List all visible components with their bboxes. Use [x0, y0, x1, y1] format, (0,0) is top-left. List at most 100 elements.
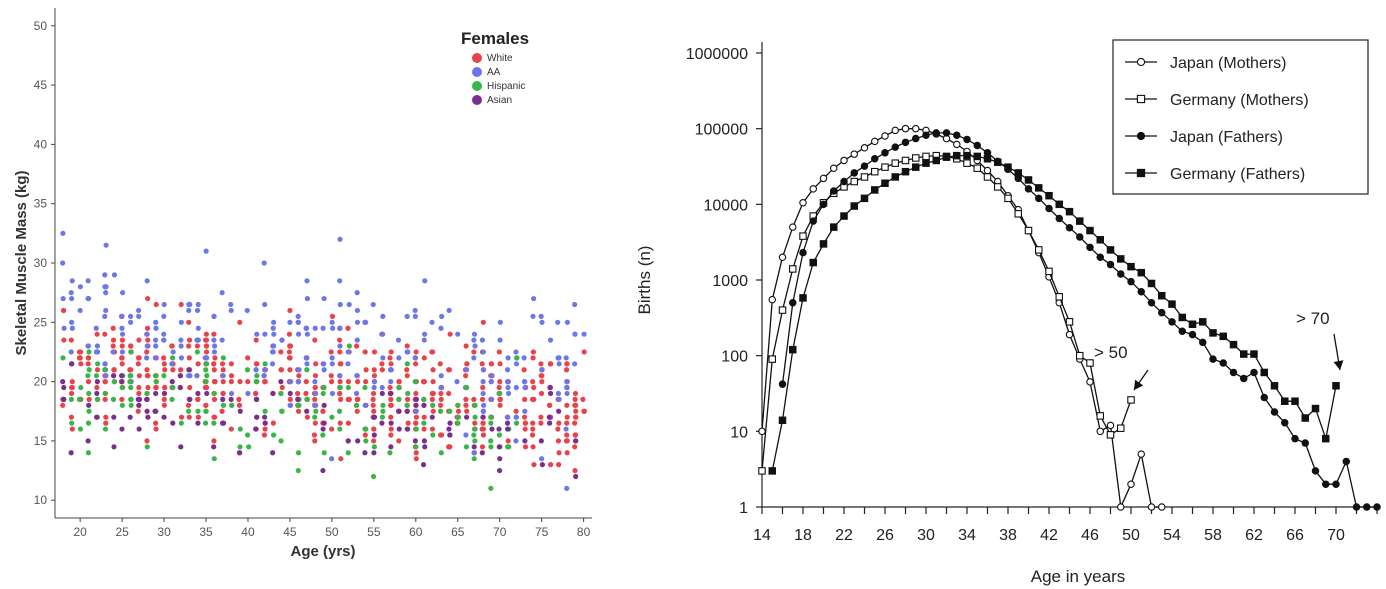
scatter-point — [170, 349, 176, 355]
scatter-point — [153, 390, 159, 397]
scatter-point — [572, 331, 578, 337]
scatter-point — [480, 367, 487, 373]
data-point — [1127, 396, 1135, 404]
scatter-point — [547, 390, 554, 397]
scatter-point — [321, 295, 327, 302]
scatter-point — [312, 414, 318, 420]
y-tick-label: 35 — [34, 197, 48, 211]
x-ticks: 14 18 22 26 30 34 38 42 46 50 54 58 62 66 70 — [753, 507, 1378, 544]
scatter-point — [354, 307, 361, 314]
data-point — [1014, 169, 1022, 177]
data-point — [1024, 185, 1033, 193]
scatter-point — [480, 408, 486, 414]
scatter-point — [161, 313, 167, 319]
legend-box — [1112, 39, 1369, 195]
data-point — [963, 135, 971, 144]
scatter-point — [304, 361, 310, 367]
scatter-point — [68, 414, 75, 420]
scatter-point — [564, 390, 570, 397]
scatter-point — [253, 390, 259, 397]
scatter-point — [312, 420, 318, 426]
data-point — [778, 380, 787, 388]
scatter-point — [463, 444, 470, 450]
data-point — [973, 164, 981, 172]
scatter-point — [102, 396, 108, 402]
scatter-point — [312, 379, 318, 385]
data-point — [1342, 457, 1351, 466]
scatter-point — [522, 396, 528, 402]
data-point — [1219, 332, 1228, 341]
scatter-point — [564, 485, 570, 491]
scatter-point — [118, 313, 125, 319]
scatter-point — [228, 379, 234, 385]
x-axis-title: Age in years — [1031, 567, 1126, 586]
scatter-point — [413, 396, 419, 402]
scatter-point — [505, 414, 511, 420]
scatter-point — [202, 384, 208, 391]
data-point — [1086, 378, 1094, 386]
data-point — [1270, 382, 1279, 390]
data-point — [973, 141, 981, 150]
scatter-point — [102, 390, 108, 397]
scatter-point — [195, 301, 201, 308]
scatter-point — [354, 290, 360, 296]
scatter-point — [405, 349, 411, 355]
scatter-point — [144, 278, 150, 284]
scatter-point — [581, 349, 587, 355]
scatter-point — [94, 331, 100, 337]
scatter-point — [328, 373, 334, 379]
scatter-point — [330, 325, 336, 331]
scatter-point — [539, 379, 545, 385]
scatter-point — [345, 438, 351, 444]
scatter-point — [279, 337, 285, 343]
scatter-point — [161, 373, 167, 379]
scatter-point — [278, 438, 284, 444]
y-axis-title: Births (n) — [635, 246, 654, 315]
scatter-point — [404, 408, 410, 414]
data-point — [1240, 350, 1248, 358]
scatter-point — [244, 367, 251, 373]
scatter-point — [212, 379, 218, 385]
scatter-point — [556, 355, 562, 361]
scatter-point — [496, 426, 502, 432]
data-point — [1106, 260, 1115, 269]
data-point — [1117, 255, 1125, 263]
scatter-point — [513, 408, 519, 414]
scatter-point — [237, 379, 243, 385]
scatter-point — [362, 349, 368, 355]
scatter-point — [278, 390, 284, 397]
scatter-point — [504, 379, 511, 385]
scatter-point — [488, 414, 494, 420]
scatter-point — [563, 426, 569, 432]
data-point — [870, 167, 879, 176]
scatter-point — [194, 307, 201, 314]
scatter-point — [295, 408, 302, 414]
scatter-point — [229, 402, 235, 408]
scatter-point — [413, 420, 419, 426]
scatter-point — [237, 408, 243, 414]
scatter-point — [538, 438, 544, 444]
y-axis-title: Skeletal Muscle Mass (kg) — [13, 170, 30, 355]
y-tick-label: 100000 — [695, 122, 748, 139]
scatter-point — [447, 432, 453, 438]
scatter-point — [354, 319, 361, 325]
data-point — [983, 166, 992, 175]
data-point — [1024, 176, 1033, 184]
scatter-point — [211, 420, 217, 426]
data-point — [1117, 503, 1125, 511]
scatter-point — [270, 319, 277, 325]
scatter-point — [178, 420, 184, 426]
scatter-point — [68, 450, 74, 456]
scatter-point — [86, 396, 92, 402]
legend-marker — [472, 95, 482, 105]
scatter-point — [177, 373, 183, 379]
data-point — [1158, 503, 1166, 511]
series — [778, 129, 1381, 511]
scatter-point — [69, 295, 75, 302]
legend-label: Hispanic — [487, 81, 525, 92]
data-point — [1250, 368, 1258, 377]
scatter-point — [312, 402, 318, 408]
scatter-point — [111, 272, 118, 278]
scatter-point — [480, 414, 486, 420]
data-point — [1311, 467, 1320, 475]
